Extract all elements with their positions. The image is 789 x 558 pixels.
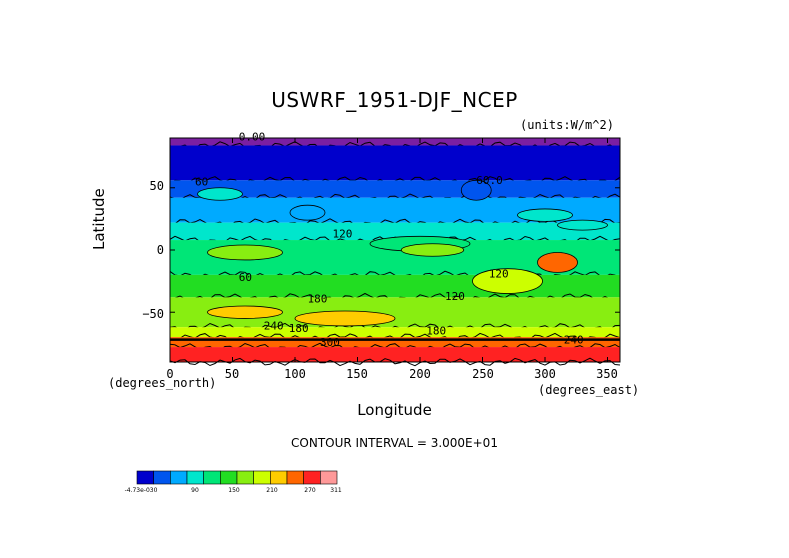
colorbar-swatch — [253, 470, 271, 485]
contour-patch — [460, 179, 492, 201]
x-axis-label: Longitude — [357, 401, 432, 419]
colorbar-swatch — [136, 470, 154, 485]
colorbar-swatch — [236, 470, 254, 485]
chart-title: USWRF_1951-DJF_NCEP — [271, 88, 518, 112]
contour-interval-label: CONTOUR INTERVAL = 3.000E+01 — [291, 436, 498, 450]
contour-patch — [400, 243, 465, 257]
contour-patch — [289, 204, 326, 221]
contour-patch — [537, 252, 578, 273]
contour-patch — [197, 187, 243, 201]
zonal-band — [170, 337, 620, 348]
units-label: (units:W/m^2) — [520, 118, 614, 132]
contour-label: 300 — [320, 336, 340, 349]
contour-line — [169, 193, 621, 203]
colorbar-swatch — [203, 470, 221, 485]
x-tick-label: 50 — [224, 367, 240, 381]
colorbar-tick-label: 210 — [266, 487, 278, 494]
colorbar-swatch — [270, 470, 288, 485]
colorbar-swatch — [186, 470, 204, 485]
contour-label: 240 — [264, 320, 284, 333]
colorbar-tick-label: 311 — [330, 487, 342, 494]
contour-label: 0.00 — [239, 130, 266, 143]
contour-label: 60 — [195, 175, 208, 188]
contour-label: 180 — [308, 292, 328, 305]
x-tick-label: 200 — [409, 367, 431, 381]
contour-patch — [517, 208, 573, 222]
contour-label: 120 — [489, 267, 509, 280]
x-tick-label: 100 — [284, 367, 306, 381]
contour-line — [169, 322, 621, 332]
colorbar-swatch — [170, 470, 188, 485]
contour-label: 120 — [445, 290, 465, 303]
x-tick-label: 300 — [534, 367, 556, 381]
zonal-band — [170, 180, 620, 198]
colorbar-swatch — [220, 470, 238, 485]
zonal-band — [170, 222, 620, 241]
colorbar-tick-label: -4.73e-030 — [124, 487, 158, 494]
contour-label: 60 — [239, 271, 252, 284]
zonal-band — [170, 347, 620, 362]
contour-patch — [294, 310, 396, 327]
y-tick-label: 50 — [149, 179, 164, 193]
colorbar-tick-label: 150 — [228, 487, 240, 494]
zonal-band — [170, 327, 620, 338]
contour-label: 60.0 — [476, 174, 503, 187]
contour-patch — [207, 305, 283, 319]
y-tick-label: 0 — [156, 243, 164, 257]
contour-line — [169, 342, 621, 352]
contour-label: 180 — [289, 322, 309, 335]
zonal-band — [170, 274, 620, 298]
x-tick-label: 150 — [346, 367, 368, 381]
colorbar-swatch — [153, 470, 171, 485]
contour-patch — [557, 219, 608, 231]
y-tick-label: −50 — [142, 307, 164, 321]
contour-label: 180 — [426, 325, 446, 338]
colorbar-swatch — [303, 470, 321, 485]
colorbar-tick-label: 270 — [304, 487, 316, 494]
colorbar-tick-label: 90 — [191, 487, 199, 494]
contour-label: 240 — [564, 333, 584, 346]
contour-patch — [472, 268, 543, 294]
y-unit-label: (degrees_north) — [108, 376, 217, 390]
x-tick-label: 250 — [472, 367, 494, 381]
colorbar-swatch — [286, 470, 304, 485]
zonal-band — [170, 145, 620, 181]
x-tick-label: 0 — [166, 367, 174, 381]
x-unit-label: (degrees_east) — [538, 383, 640, 397]
zonal-band — [170, 138, 620, 146]
x-tick-label: 350 — [596, 367, 618, 381]
contour-label: 120 — [333, 228, 353, 241]
y-axis-label: Latitude — [90, 188, 108, 250]
colorbar-swatch — [320, 470, 338, 485]
contour-patch — [207, 244, 283, 261]
